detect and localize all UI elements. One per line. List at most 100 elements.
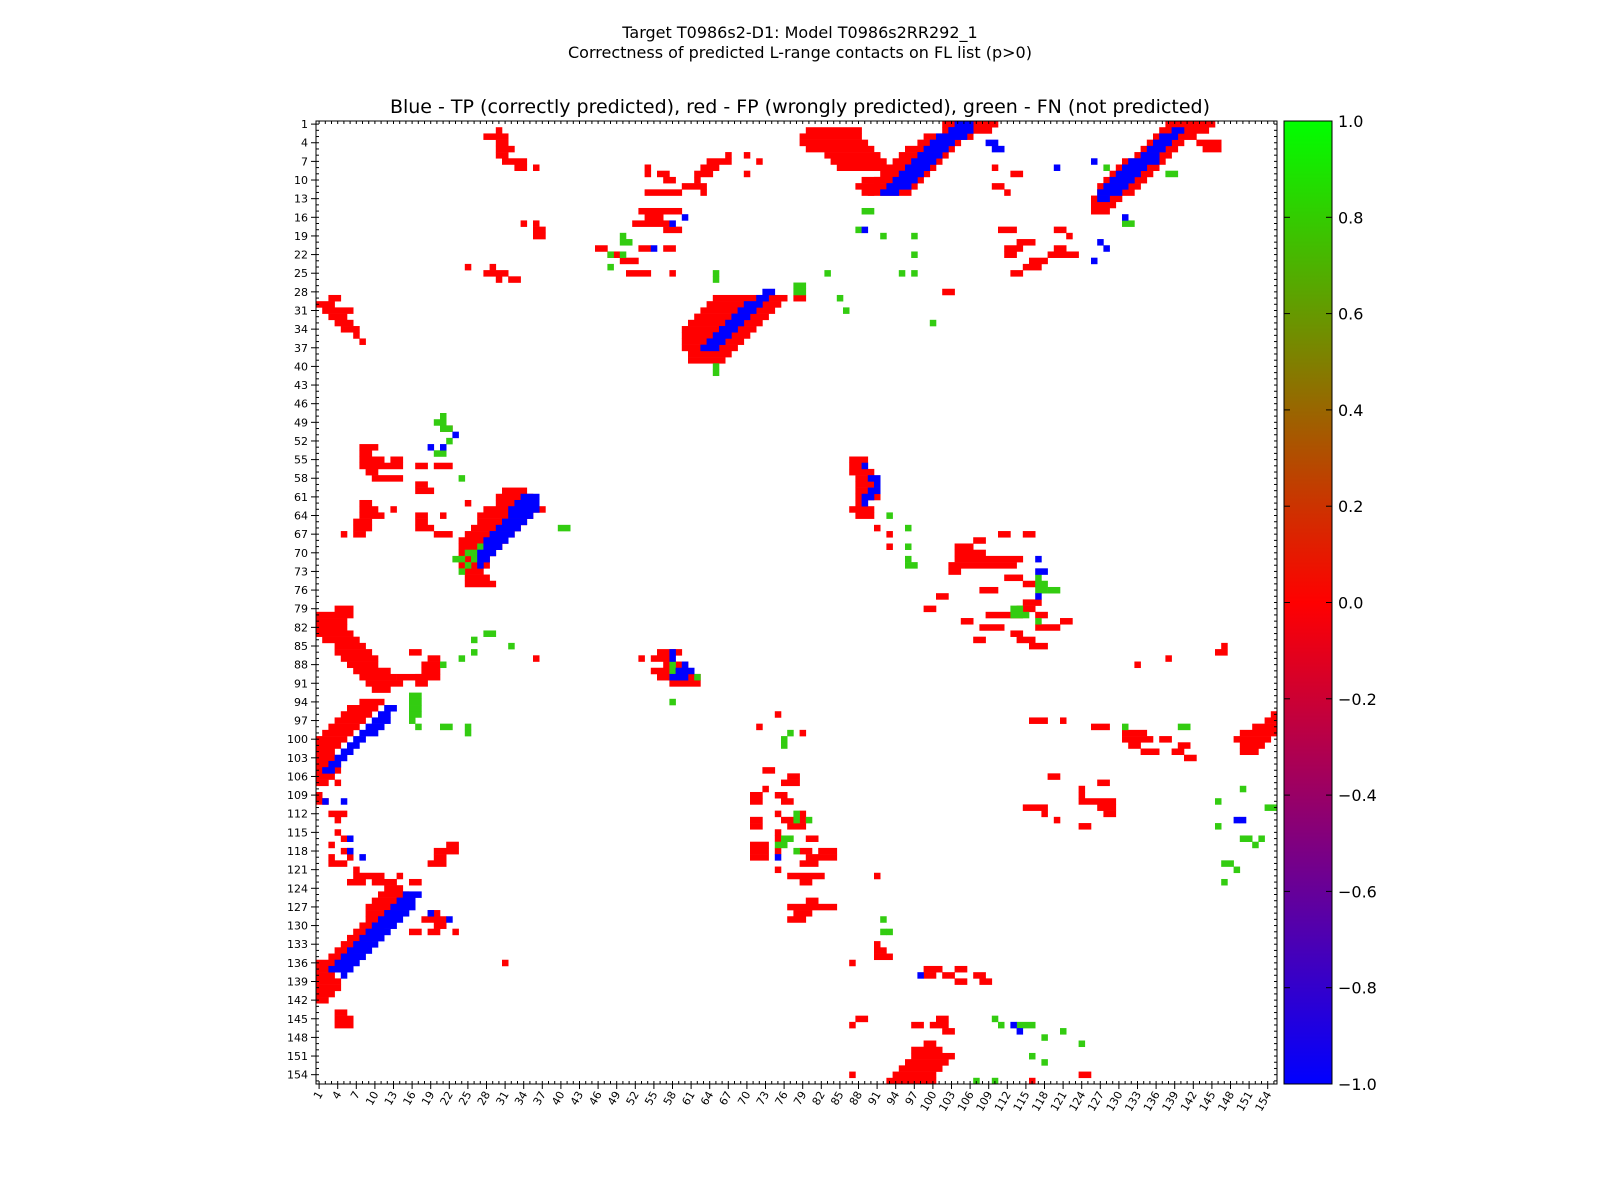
- fp-cell: [359, 462, 404, 470]
- fp-cell: [359, 512, 385, 519]
- fp-cell: [712, 294, 788, 302]
- tp-cell: [452, 431, 459, 439]
- y-tick-label: 64: [294, 510, 308, 523]
- fp-cell: [805, 835, 819, 842]
- fp-cell: [638, 207, 683, 215]
- fp-cell: [316, 301, 335, 308]
- fp-cell: [334, 649, 373, 656]
- x-tick-label: 43: [568, 1089, 586, 1108]
- fn-cell: [1016, 1021, 1036, 1029]
- fn-cell: [712, 363, 720, 370]
- fp-cell: [626, 270, 652, 277]
- tp-cell: [905, 164, 931, 171]
- fp-cell: [415, 481, 428, 488]
- y-tick-label: 40: [294, 360, 308, 373]
- fp-cell: [353, 866, 360, 874]
- tp-cell: [948, 127, 955, 134]
- fp-cell: [440, 512, 447, 519]
- x-tick-label: 61: [679, 1089, 697, 1108]
- y-tick-label: 82: [294, 621, 308, 634]
- fp-cell: [706, 158, 732, 165]
- x-tick-label: 37: [531, 1089, 549, 1108]
- fp-cell: [477, 512, 534, 519]
- fp-cell: [371, 686, 391, 693]
- fp-cell: [396, 673, 422, 681]
- tp-cell: [378, 916, 404, 923]
- fp-cell: [316, 618, 348, 625]
- fp-cell: [1078, 1071, 1092, 1079]
- fp-cell: [663, 226, 683, 234]
- fp-cell: [681, 183, 707, 190]
- fp-cell: [1215, 649, 1228, 656]
- fn-cell: [793, 847, 800, 855]
- fp-cell: [316, 791, 323, 799]
- fn-cell: [886, 512, 893, 519]
- fp-cell: [347, 705, 379, 712]
- fn-cell: [1177, 723, 1191, 731]
- fp-cell: [774, 791, 788, 799]
- fp-cell: [347, 878, 366, 886]
- tp-cell: [874, 481, 881, 488]
- tp-cell: [359, 854, 366, 861]
- tp-cell: [1128, 158, 1160, 165]
- tp-cell: [1016, 1028, 1024, 1035]
- x-tick-label: 124: [1067, 1089, 1089, 1114]
- x-tick-label: 16: [400, 1089, 418, 1108]
- colorbar-tick-label: −0.8: [1338, 979, 1377, 998]
- tp-cell: [483, 537, 509, 544]
- fp-cell: [1022, 804, 1048, 811]
- x-tick-label: 88: [847, 1089, 865, 1108]
- fp-cell: [322, 307, 354, 314]
- y-tick-label: 4: [301, 137, 308, 150]
- fp-cell: [508, 276, 521, 283]
- fp-cell: [929, 1021, 949, 1029]
- x-tick-label: 10: [363, 1089, 381, 1108]
- tp-cell: [347, 847, 354, 855]
- tp-cell: [929, 139, 955, 147]
- fp-cell: [1091, 201, 1117, 209]
- tp-cell: [737, 307, 757, 314]
- y-tick-label: 97: [294, 715, 308, 728]
- fp-cell: [954, 555, 1024, 563]
- fp-cell: [669, 270, 676, 277]
- fp-cell: [1053, 226, 1067, 234]
- fp-cell: [433, 854, 447, 861]
- fp-cell: [340, 835, 348, 842]
- fp-cell: [632, 220, 670, 227]
- y-tick-label: 151: [287, 1050, 308, 1063]
- x-tick-label: 70: [735, 1089, 753, 1108]
- fp-cell: [359, 444, 379, 451]
- fp-cell: [334, 829, 342, 836]
- tp-cell: [514, 499, 540, 507]
- fp-cell: [322, 729, 354, 737]
- y-tick-label: 70: [294, 547, 308, 560]
- tp-cell: [756, 294, 769, 302]
- tp-cell: [353, 736, 366, 743]
- fp-cell: [316, 990, 335, 998]
- y-tick-label: 58: [294, 472, 308, 485]
- fp-cell: [805, 897, 819, 905]
- fp-cell: [762, 767, 776, 774]
- x-tick-label: 52: [624, 1089, 642, 1108]
- fn-cell: [471, 636, 478, 644]
- fp-cell: [849, 456, 869, 464]
- fn-cell: [409, 711, 422, 718]
- fp-cell: [874, 947, 887, 954]
- fp-cell: [750, 841, 769, 849]
- fn-cell: [1029, 1052, 1036, 1060]
- fn-cell: [861, 207, 875, 215]
- fp-cell: [464, 263, 472, 271]
- fp-cell: [849, 1071, 856, 1079]
- fn-cell: [1035, 574, 1042, 582]
- tp-cell: [378, 711, 391, 718]
- y-tick-label: 1: [301, 118, 308, 131]
- fp-cell: [1252, 723, 1278, 731]
- fn-cell: [824, 270, 831, 277]
- fp-cell: [750, 816, 763, 824]
- fp-cell: [1041, 810, 1048, 818]
- tp-cell: [681, 661, 689, 669]
- fp-cell: [409, 649, 422, 656]
- tp-cell: [1122, 214, 1129, 221]
- fp-cell: [979, 624, 1005, 631]
- fp-cell: [886, 531, 893, 538]
